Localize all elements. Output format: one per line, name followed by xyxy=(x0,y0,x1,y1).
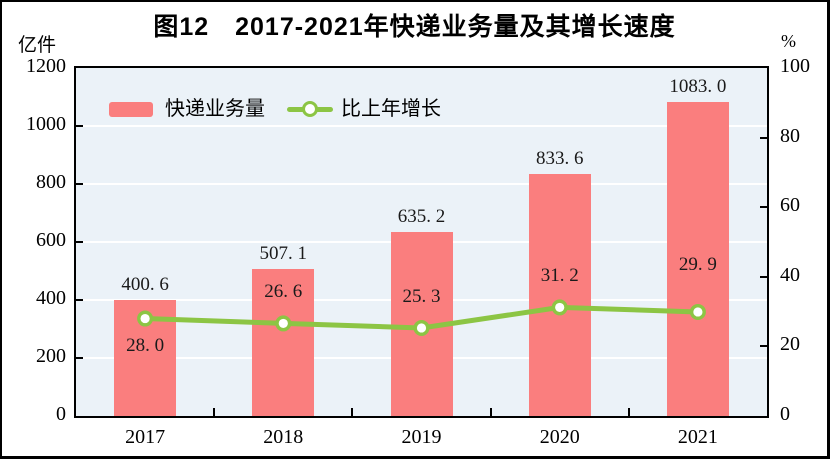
left-axis-tick-label: 600 xyxy=(36,229,66,251)
legend-label-line-series: 比上年增长 xyxy=(341,98,441,120)
growth-value-label: 31. 2 xyxy=(540,265,579,287)
plot-area: 快递业务量 比上年增长 400. 6 507. 1 635. 2 833. 6 1083… xyxy=(74,66,769,418)
growth-line-chart xyxy=(137,299,706,336)
chart-legend: 快递业务量 比上年增长 xyxy=(109,97,463,121)
x-axis-label-2017: 2017 xyxy=(125,426,166,448)
growth-value-label: 28. 0 xyxy=(126,334,165,356)
left-axis-tick xyxy=(76,299,83,301)
left-axis-tick xyxy=(76,125,83,127)
line-marker-2020 xyxy=(551,299,568,316)
left-axis-tick xyxy=(76,183,83,185)
right-axis-tick-label: 60 xyxy=(780,194,800,217)
x-axis-tick xyxy=(351,408,354,416)
line-marker-2017 xyxy=(137,310,154,327)
left-axis-tick-label: 0 xyxy=(56,403,66,425)
left-axis-tick-label: 1000 xyxy=(26,113,66,135)
x-axis-label-2020: 2020 xyxy=(539,426,580,448)
bar-2018 xyxy=(252,268,315,416)
right-axis-tick-label: 40 xyxy=(780,263,800,286)
right-axis-tick-label: 20 xyxy=(780,333,800,356)
gridline xyxy=(76,183,767,185)
bar-series-swatch-icon xyxy=(109,101,153,117)
left-axis-tick-label: 400 xyxy=(36,287,66,309)
bar-value-label: 833. 6 xyxy=(535,148,584,170)
line-marker-2019 xyxy=(413,319,430,336)
bar-value-label: 400. 6 xyxy=(121,273,169,295)
left-axis-tick-label: 1200 xyxy=(26,55,66,77)
right-axis-tick xyxy=(760,345,767,348)
left-axis-tick-label: 200 xyxy=(36,345,66,367)
x-axis-label-2019: 2019 xyxy=(401,426,442,448)
left-axis-tick xyxy=(76,241,83,243)
bar-2021 xyxy=(666,101,729,416)
right-axis-tick-label: 100 xyxy=(780,55,810,77)
bar-value-label: 1083. 0 xyxy=(669,75,727,97)
left-axis-unit-label: 亿件 xyxy=(18,35,57,56)
line-marker-2021 xyxy=(689,303,706,320)
bar-value-label: 635. 2 xyxy=(397,205,446,227)
right-axis-tick-label: 80 xyxy=(780,124,800,147)
x-axis-tick xyxy=(213,408,216,416)
line-marker-dot-icon xyxy=(302,101,318,117)
right-axis-unit-label: % xyxy=(781,31,796,51)
bar-value-label: 507. 1 xyxy=(259,242,308,264)
plot-canvas: 快递业务量 比上年增长 400. 6 507. 1 635. 2 833. 6 1083… xyxy=(76,68,767,416)
line-series-marker-icon xyxy=(287,101,333,117)
growth-value-label: 25. 3 xyxy=(402,285,441,307)
x-axis-tick xyxy=(627,408,630,416)
growth-value-label: 26. 6 xyxy=(264,281,303,303)
chart-title: 图12 2017-2021年快递业务量及其增长速度 xyxy=(153,13,676,41)
right-axis-tick xyxy=(760,136,767,139)
left-axis-tick-label: 800 xyxy=(36,171,66,193)
legend-label-bar-series: 快递业务量 xyxy=(165,98,265,120)
right-axis-tick xyxy=(760,275,767,278)
x-axis-label-2021: 2021 xyxy=(677,426,718,448)
x-axis-label-2018: 2018 xyxy=(263,426,304,448)
right-axis-tick xyxy=(760,206,767,209)
growth-value-label: 29. 9 xyxy=(678,253,717,275)
right-axis-tick-label: 0 xyxy=(780,403,790,425)
gridline xyxy=(76,125,767,127)
bar-2020 xyxy=(528,174,591,416)
left-axis-tick xyxy=(76,357,83,359)
x-axis-tick xyxy=(489,408,492,416)
line-marker-2018 xyxy=(275,315,292,332)
